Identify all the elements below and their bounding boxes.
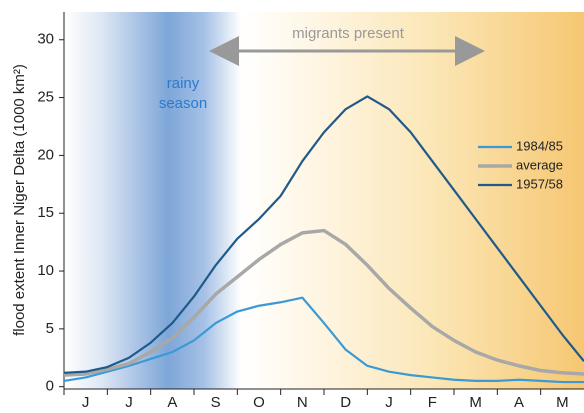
line [63,95,584,374]
legend-label: 1984/85 [516,138,563,153]
x-tick-label: O [253,394,265,411]
annotation: migrants present [292,25,405,42]
line [63,228,584,377]
legend-label: 1957/58 [516,176,563,191]
x-tick-label: J [82,394,90,411]
line [63,296,584,384]
x-tick-label: M [469,394,482,411]
x-tick-label: F [428,394,437,411]
y-tick-label: 30 [37,31,54,48]
legend-label: average [516,157,563,172]
background [64,12,584,389]
y-tick-label: 20 [37,146,54,163]
x-tick-label: A [514,394,524,411]
annotation: rainy [167,75,200,92]
annotation: season [159,95,207,112]
y-tick-label: 15 [37,204,54,221]
y-tick-label: 10 [37,262,54,279]
x-tick-label: J [385,394,393,411]
x-tick-label: J [125,394,133,411]
x-tick-label: N [297,394,308,411]
x-tick-label: S [211,394,221,411]
x-tick-label: D [340,394,351,411]
y-tick-label: 0 [46,378,54,395]
y-axis-label: flood extent Inner Niger Delta (1000 km²… [11,64,28,336]
x-tick-label: A [167,394,177,411]
y-tick-label: 5 [46,320,54,337]
y-tick-label: 25 [37,89,54,106]
x-tick-label: M [556,394,569,411]
